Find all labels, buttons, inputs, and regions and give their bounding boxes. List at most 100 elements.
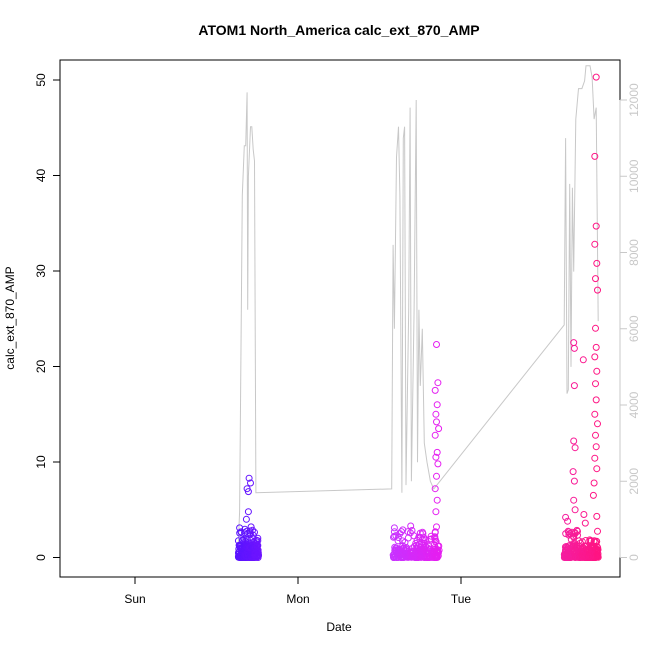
data-point [564, 517, 572, 525]
data-point [592, 222, 600, 230]
data-point [592, 73, 600, 81]
data-point [423, 549, 430, 556]
y2-tick-label: 8000 [627, 239, 641, 266]
data-point [592, 275, 599, 283]
y-axis-left: 0 10 20 30 40 50 [34, 73, 61, 561]
data-point [594, 420, 601, 428]
data-point [433, 472, 440, 480]
data-point [573, 542, 581, 550]
data-point [589, 491, 597, 499]
data-point [392, 546, 400, 554]
data-point [432, 508, 440, 516]
data-point [586, 549, 593, 557]
data-point [571, 506, 579, 514]
data-point [431, 431, 439, 439]
data-point [594, 527, 601, 535]
data-point [419, 528, 426, 536]
data-point [570, 477, 578, 485]
y-tick-label: 10 [34, 455, 48, 469]
data-point [591, 410, 599, 418]
data-point [254, 551, 262, 559]
data-point [253, 536, 261, 544]
data-point [565, 542, 573, 550]
data-point [243, 536, 251, 544]
data-point [390, 524, 398, 532]
data-point [434, 379, 442, 387]
data-point [591, 240, 599, 248]
data-point [433, 496, 441, 504]
y-tick-label: 0 [34, 554, 48, 561]
y2-tick-label: 12000 [627, 83, 641, 117]
data-point [245, 474, 253, 482]
data-point [242, 538, 249, 545]
y-tick-label: 50 [34, 73, 48, 87]
data-point [569, 543, 577, 551]
y-axis-right: 0 2000 4000 6000 8000 10000 12000 [619, 83, 641, 561]
data-point [591, 353, 599, 361]
data-point [396, 530, 404, 538]
data-point [432, 410, 440, 418]
data-point [424, 544, 431, 552]
data-point [591, 543, 599, 551]
data-point [570, 344, 578, 352]
data-point [591, 454, 599, 462]
data-point [431, 536, 439, 544]
data-point [590, 537, 598, 545]
data-point [593, 512, 601, 520]
data-point [566, 553, 574, 561]
data-point [242, 515, 250, 523]
data-point [432, 553, 440, 561]
data-point [234, 537, 242, 545]
data-point [236, 524, 244, 532]
y-tick-label: 30 [34, 264, 48, 278]
data-point [247, 523, 255, 531]
data-point [590, 479, 598, 487]
data-point [407, 522, 415, 530]
data-point [246, 544, 254, 551]
data-point [420, 539, 428, 547]
data-point [593, 259, 601, 267]
x-axis: Sun Mon Tue [124, 576, 472, 606]
y-tick-label: 20 [34, 360, 48, 374]
data-point [247, 479, 254, 487]
data-point [584, 552, 592, 560]
data-point [397, 528, 405, 536]
data-point [586, 537, 594, 545]
data-point [431, 485, 439, 493]
data-point [236, 529, 244, 537]
data-point [579, 548, 587, 556]
y2-tick-label: 10000 [627, 159, 641, 193]
data-point [427, 532, 435, 540]
data-point [432, 453, 440, 461]
y2-tick-label: 0 [627, 554, 641, 561]
data-point [431, 533, 439, 541]
data-point [433, 341, 440, 348]
data-point [570, 496, 578, 504]
scatter-points [234, 73, 602, 561]
data-point [433, 401, 441, 409]
data-point [433, 448, 441, 456]
x-tick-label: Mon [286, 592, 309, 606]
y2-tick-label: 6000 [627, 315, 641, 342]
data-point [570, 382, 578, 390]
data-point [569, 468, 577, 476]
data-point [582, 537, 590, 544]
data-point [433, 549, 441, 557]
data-point [578, 538, 586, 546]
data-point [236, 541, 244, 549]
data-point [391, 547, 399, 555]
data-point [416, 540, 423, 548]
data-point [571, 553, 579, 561]
data-point [244, 488, 252, 496]
data-point [592, 431, 599, 439]
data-point [435, 425, 443, 433]
data-point [425, 542, 433, 550]
x-tick-label: Tue [451, 592, 472, 606]
data-point [434, 460, 442, 468]
data-point [433, 418, 440, 426]
data-point [565, 531, 573, 539]
data-point [394, 554, 402, 561]
data-point [241, 529, 248, 537]
data-point [394, 534, 402, 541]
